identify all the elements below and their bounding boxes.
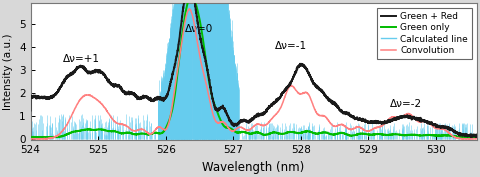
- Text: Δν=0: Δν=0: [185, 24, 214, 35]
- X-axis label: Wavelength (nm): Wavelength (nm): [203, 161, 305, 173]
- Text: Δν=-1: Δν=-1: [275, 41, 307, 51]
- Text: Δν=-2: Δν=-2: [389, 99, 421, 109]
- Y-axis label: Intensity (a.u.): Intensity (a.u.): [3, 34, 13, 110]
- Legend: Green + Red, Green only, Calculated line, Convolution: Green + Red, Green only, Calculated line…: [377, 8, 472, 59]
- Text: Δν=+1: Δν=+1: [63, 54, 100, 64]
